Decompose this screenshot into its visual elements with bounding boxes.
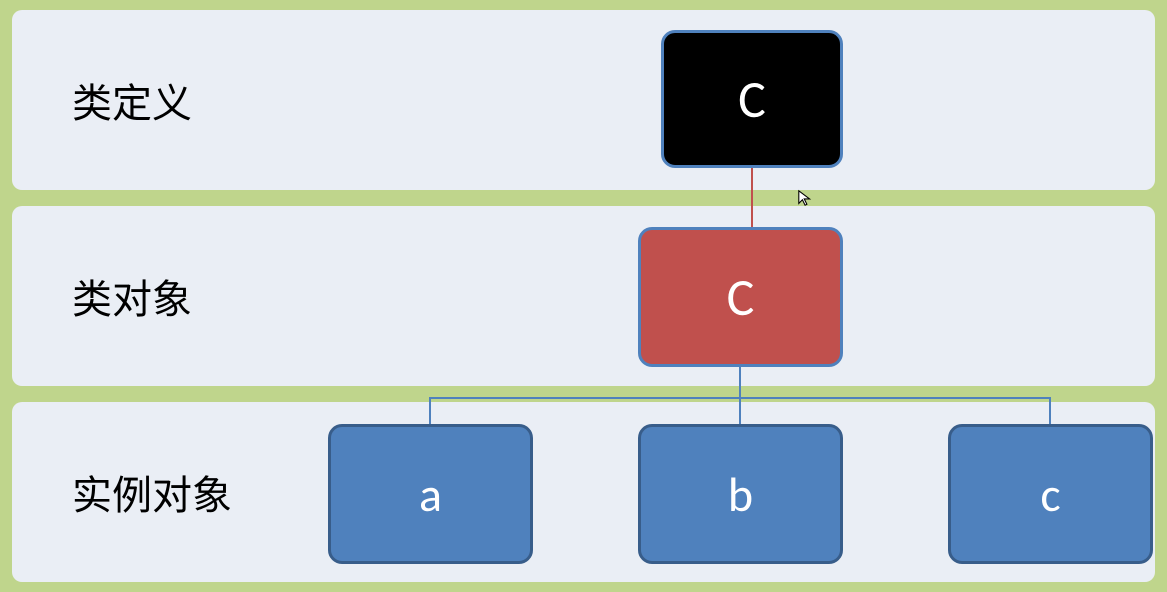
node-class-object: C bbox=[638, 227, 843, 367]
node-label: c bbox=[1040, 465, 1060, 524]
node-instance-c: c bbox=[948, 424, 1153, 564]
node-label: C bbox=[738, 67, 766, 131]
node-label: b bbox=[728, 465, 753, 524]
row-class-object: 类对象 bbox=[12, 206, 1155, 386]
node-label: a bbox=[419, 465, 442, 524]
row-label-class-object: 类对象 bbox=[72, 267, 192, 325]
row-label-instance-object: 实例对象 bbox=[72, 463, 232, 521]
edge-to-b bbox=[739, 397, 741, 424]
node-label: C bbox=[727, 265, 755, 329]
edge-to-a bbox=[429, 397, 431, 424]
node-class-def: C bbox=[661, 30, 843, 168]
edge-cls-down bbox=[739, 367, 741, 397]
node-instance-a: a bbox=[328, 424, 533, 564]
row-class-definition: 类定义 bbox=[12, 10, 1155, 190]
edge-to-c bbox=[1049, 397, 1051, 424]
node-instance-b: b bbox=[638, 424, 843, 564]
row-label-definition: 类定义 bbox=[72, 71, 192, 129]
edge-def-to-cls bbox=[751, 168, 753, 227]
